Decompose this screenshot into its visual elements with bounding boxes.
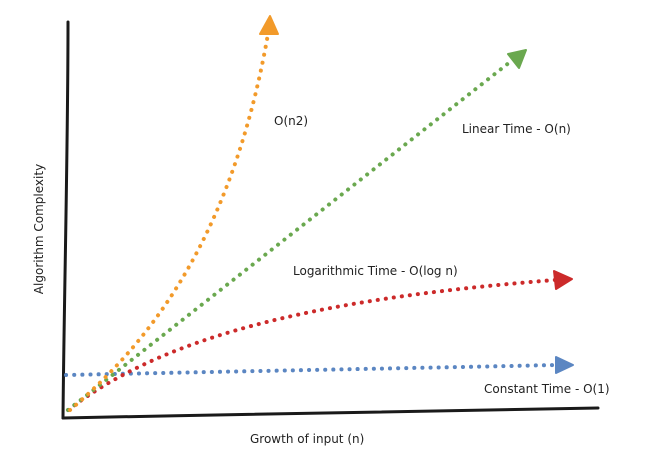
logarithmic-time-curve	[66, 278, 557, 412]
quadratic-time-label: O(n2)	[274, 114, 309, 128]
quadratic-time-arrowhead	[259, 15, 279, 35]
constant-time-label: Constant Time - O(1)	[484, 382, 610, 396]
x-axis-label: Growth of input (n)	[250, 432, 365, 446]
linear-time-arrowhead	[507, 49, 527, 69]
quadratic-time-curve	[68, 32, 270, 412]
linear-time-label: Linear Time - O(n)	[462, 122, 571, 136]
logarithmic-time-label: Logarithmic Time - O(log n)	[293, 264, 458, 278]
logarithmic-time-arrowhead	[553, 270, 573, 290]
y-axis-label: Algorithm Complexity	[32, 163, 46, 295]
y-axis	[61, 20, 70, 420]
linear-time-curve	[66, 60, 512, 412]
constant-time-curve	[64, 363, 557, 377]
constant-time-arrowhead	[555, 356, 574, 374]
x-axis	[61, 406, 600, 420]
